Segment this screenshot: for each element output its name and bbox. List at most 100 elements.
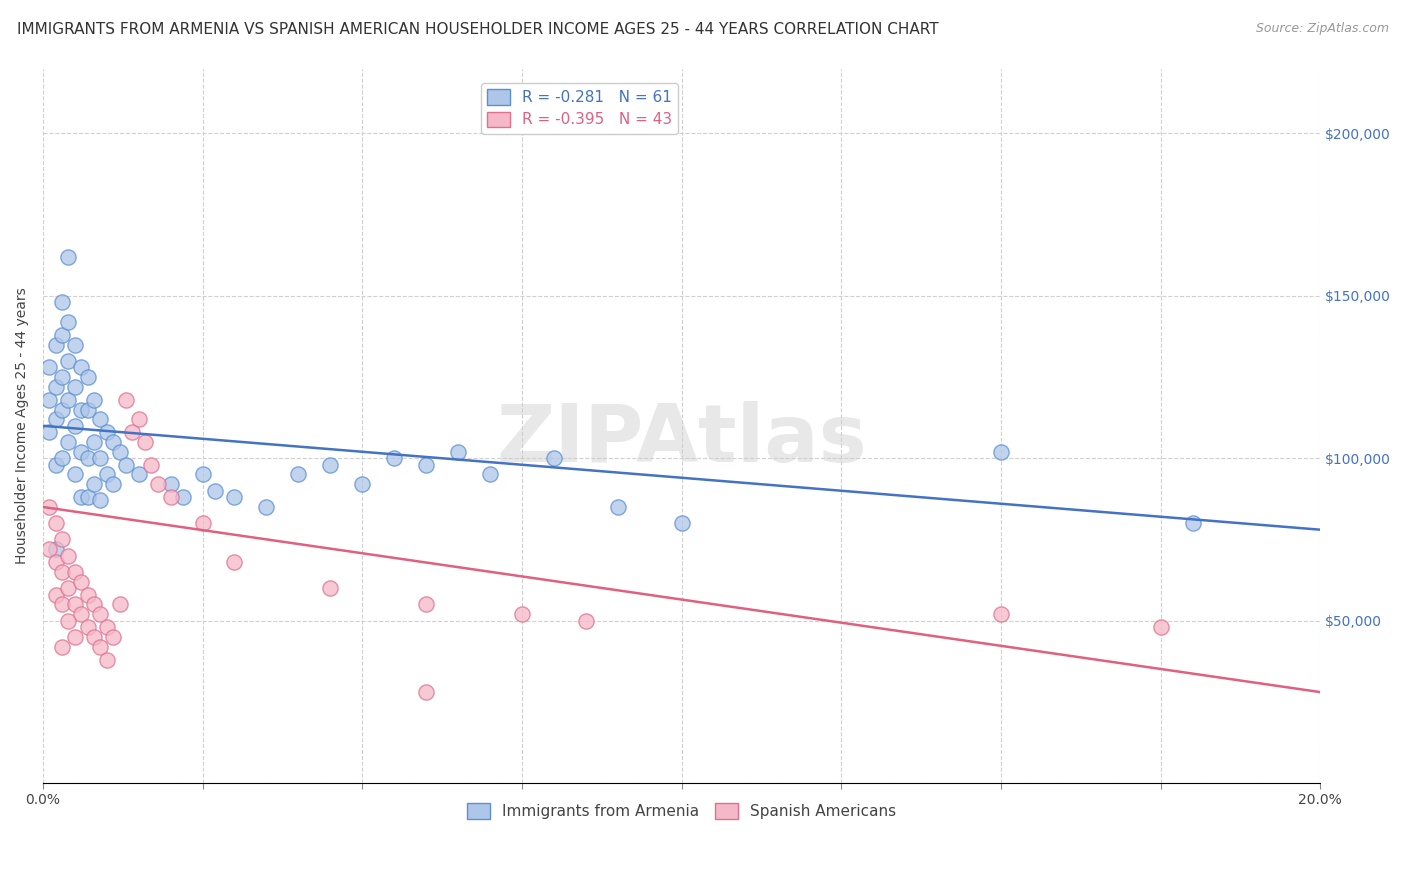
Point xyxy=(478,467,501,482)
Point xyxy=(38,542,60,557)
Point xyxy=(76,490,98,504)
Point xyxy=(319,458,342,472)
Text: ZIPAtlas: ZIPAtlas xyxy=(496,401,868,479)
Point xyxy=(990,607,1012,622)
Point xyxy=(254,500,277,514)
Point xyxy=(51,402,73,417)
Point xyxy=(96,467,118,482)
Point xyxy=(83,598,105,612)
Point xyxy=(172,490,194,504)
Point xyxy=(51,640,73,654)
Point xyxy=(990,444,1012,458)
Point xyxy=(58,392,80,407)
Point xyxy=(76,451,98,466)
Point xyxy=(121,425,143,440)
Point xyxy=(83,392,105,407)
Point xyxy=(70,607,93,622)
Y-axis label: Householder Income Ages 25 - 44 years: Householder Income Ages 25 - 44 years xyxy=(15,287,30,564)
Point xyxy=(51,327,73,342)
Point xyxy=(51,565,73,579)
Point xyxy=(319,581,342,595)
Point xyxy=(89,640,111,654)
Point xyxy=(89,412,111,426)
Point xyxy=(38,360,60,375)
Point xyxy=(38,392,60,407)
Point xyxy=(63,630,86,644)
Text: IMMIGRANTS FROM ARMENIA VS SPANISH AMERICAN HOUSEHOLDER INCOME AGES 25 - 44 YEAR: IMMIGRANTS FROM ARMENIA VS SPANISH AMERI… xyxy=(17,22,938,37)
Point xyxy=(83,630,105,644)
Point xyxy=(63,565,86,579)
Point xyxy=(224,555,246,569)
Point xyxy=(58,315,80,329)
Point xyxy=(543,451,565,466)
Point xyxy=(1181,516,1204,531)
Point xyxy=(146,477,169,491)
Point xyxy=(89,451,111,466)
Point xyxy=(191,516,214,531)
Point xyxy=(45,337,67,351)
Point xyxy=(96,425,118,440)
Point xyxy=(45,588,67,602)
Point xyxy=(96,652,118,666)
Point xyxy=(128,467,150,482)
Point xyxy=(510,607,533,622)
Point xyxy=(101,477,124,491)
Point xyxy=(51,295,73,310)
Point xyxy=(89,493,111,508)
Point xyxy=(58,581,80,595)
Point xyxy=(89,607,111,622)
Point xyxy=(45,542,67,557)
Point xyxy=(76,588,98,602)
Point xyxy=(224,490,246,504)
Point xyxy=(38,425,60,440)
Point xyxy=(45,412,67,426)
Point xyxy=(96,620,118,634)
Point xyxy=(447,444,470,458)
Point xyxy=(115,392,138,407)
Point xyxy=(134,435,156,450)
Point xyxy=(45,516,67,531)
Point xyxy=(671,516,693,531)
Text: Source: ZipAtlas.com: Source: ZipAtlas.com xyxy=(1256,22,1389,36)
Point xyxy=(101,435,124,450)
Point xyxy=(415,685,437,699)
Point xyxy=(382,451,405,466)
Point xyxy=(204,483,226,498)
Point xyxy=(70,574,93,589)
Point xyxy=(58,354,80,368)
Point xyxy=(287,467,309,482)
Point xyxy=(128,412,150,426)
Point xyxy=(575,614,598,628)
Point xyxy=(191,467,214,482)
Point xyxy=(352,477,374,491)
Point xyxy=(51,533,73,547)
Point xyxy=(115,458,138,472)
Point xyxy=(51,451,73,466)
Point xyxy=(83,435,105,450)
Point xyxy=(58,435,80,450)
Point xyxy=(63,418,86,433)
Legend: Immigrants from Armenia, Spanish Americans: Immigrants from Armenia, Spanish America… xyxy=(461,797,903,825)
Point xyxy=(141,458,163,472)
Point xyxy=(58,614,80,628)
Point xyxy=(415,598,437,612)
Point xyxy=(108,444,131,458)
Point xyxy=(1149,620,1171,634)
Point xyxy=(58,250,80,264)
Point xyxy=(51,370,73,384)
Point xyxy=(159,477,181,491)
Point xyxy=(70,360,93,375)
Point xyxy=(159,490,181,504)
Point xyxy=(76,370,98,384)
Point xyxy=(70,490,93,504)
Point xyxy=(606,500,628,514)
Point xyxy=(63,467,86,482)
Point xyxy=(63,598,86,612)
Point xyxy=(58,549,80,563)
Point xyxy=(45,458,67,472)
Point xyxy=(45,555,67,569)
Point xyxy=(70,402,93,417)
Point xyxy=(51,598,73,612)
Point xyxy=(101,630,124,644)
Point xyxy=(108,598,131,612)
